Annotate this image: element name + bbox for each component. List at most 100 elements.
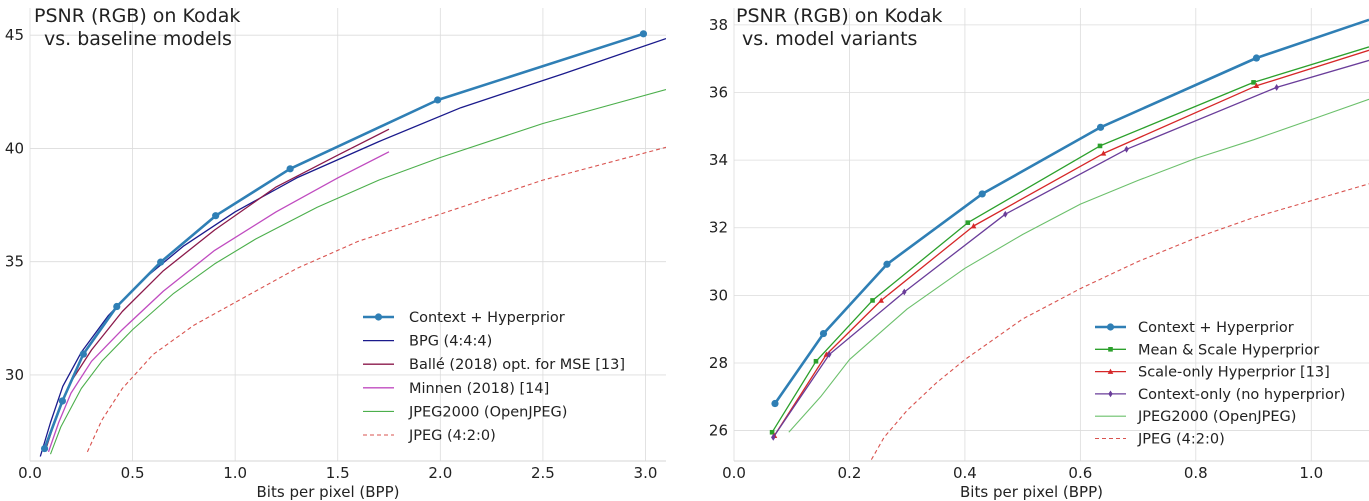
x-tick-label: 1.0 xyxy=(1299,464,1323,482)
legend-item-jpeg-4-2-0: JPEG (4:2:0) xyxy=(363,428,496,444)
series-bpg-4-4-4 xyxy=(39,37,666,457)
data-point xyxy=(1124,145,1129,153)
series-jpeg2000-openjpeg xyxy=(49,88,666,455)
data-point xyxy=(1251,80,1256,85)
series-context-only-no-hyperprior xyxy=(771,59,1369,441)
plot-area xyxy=(39,30,666,457)
legend-label: Context + Hyperprior xyxy=(409,310,565,326)
chart-title: PSNR (RGB) on Kodak xyxy=(34,5,240,27)
data-point xyxy=(1252,54,1261,62)
legend-label: JPEG2000 (OpenJPEG) xyxy=(408,404,567,420)
legend-marker xyxy=(1107,368,1114,374)
data-point xyxy=(113,302,121,311)
data-point xyxy=(79,350,87,358)
data-point xyxy=(978,190,986,198)
legend-item-bpg-4-4-4: BPG (4:4:4) xyxy=(363,334,492,350)
data-point xyxy=(1100,150,1107,156)
x-tick-label: 0.6 xyxy=(1068,464,1092,482)
data-point xyxy=(1096,123,1105,131)
legend-label: Context + Hyperprior xyxy=(1138,320,1294,336)
legend-item-scale-only-hyperprior-13: Scale-only Hyperprior [13] xyxy=(1095,365,1330,381)
series-line xyxy=(869,183,1369,461)
y-tick-label: 35 xyxy=(5,253,24,271)
gridlines xyxy=(29,8,666,461)
legend-item-minnen-2018-14: Minnen (2018) [14] xyxy=(363,381,549,397)
y-tick-label: 30 xyxy=(709,286,728,304)
data-point xyxy=(878,297,885,303)
data-point xyxy=(434,96,442,104)
data-point xyxy=(639,30,648,38)
data-point xyxy=(1003,210,1008,218)
x-axis-label: Bits per pixel (BPP) xyxy=(257,483,400,501)
y-tick-label: 45 xyxy=(5,26,24,44)
legend-marker xyxy=(1108,347,1113,352)
legend-label: JPEG (4:2:0) xyxy=(1137,432,1225,448)
data-point xyxy=(819,329,828,338)
y-tick-label: 34 xyxy=(709,151,728,169)
series-line xyxy=(47,151,390,453)
legend-label: JPEG2000 (OpenJPEG) xyxy=(1137,409,1296,425)
legend-item-jpeg2000-openjpeg: JPEG2000 (OpenJPEG) xyxy=(363,404,567,420)
series-jpeg-4-2-0 xyxy=(86,146,666,453)
data-point xyxy=(870,298,875,303)
legend: Context + Hyperprior BPG (4:4:4) Ballé (20… xyxy=(363,310,625,444)
data-point xyxy=(771,399,779,408)
series-context-hyperprior xyxy=(771,18,1369,408)
legend-item-jpeg-4-2-0: JPEG (4:2:0) xyxy=(1095,432,1225,448)
x-tick-label: 0.0 xyxy=(18,464,42,482)
series-minnen-2018-14 xyxy=(47,151,390,453)
gridlines xyxy=(733,8,1369,461)
data-point xyxy=(827,351,832,358)
x-tick-label: 2.5 xyxy=(531,464,555,482)
y-tick-label: 36 xyxy=(709,84,728,102)
data-point xyxy=(1253,82,1260,89)
x-tick-label: 0.2 xyxy=(838,464,862,482)
series-context-hyperprior xyxy=(40,30,648,453)
data-point xyxy=(58,397,67,405)
data-point xyxy=(769,429,775,435)
legend-label: Minnen (2018) [14] xyxy=(409,381,549,397)
legend-marker xyxy=(374,313,383,321)
legend-item-jpeg2000-openjpeg: JPEG2000 (OpenJPEG) xyxy=(1095,409,1296,425)
series-line xyxy=(772,59,1369,438)
legend-marker xyxy=(1106,323,1115,331)
x-tick-label: 1.5 xyxy=(326,464,350,482)
legend-label: Mean & Scale Hyperprior xyxy=(1138,342,1319,358)
chart-subtitle: vs. baseline models xyxy=(44,28,232,50)
x-tick-label: 0.8 xyxy=(1184,464,1208,482)
y-tick-label: 40 xyxy=(5,139,24,157)
x-tick-label: 3.0 xyxy=(634,464,658,482)
y-tick-label: 28 xyxy=(709,354,728,372)
y-tick-label: 26 xyxy=(709,422,728,440)
series-line xyxy=(788,98,1369,433)
data-point xyxy=(1097,143,1103,149)
series-line xyxy=(49,88,666,455)
data-point xyxy=(970,223,977,229)
legend-item-ball-2018-opt-for-mse-13: Ballé (2018) opt. for MSE [13] xyxy=(363,357,625,373)
series-jpeg2000-openjpeg xyxy=(788,98,1369,433)
plot-area xyxy=(769,18,1369,461)
x-axis-label: Bits per pixel (BPP) xyxy=(960,483,1103,501)
data-point xyxy=(212,212,220,220)
data-point xyxy=(40,444,49,453)
data-point xyxy=(883,260,891,268)
legend-marker xyxy=(1108,390,1113,398)
y-tick-label: 38 xyxy=(709,16,728,34)
series-jpeg-4-2-0 xyxy=(869,183,1369,461)
data-point xyxy=(157,258,165,266)
series-mean-scale-hyperprior xyxy=(769,46,1369,435)
chart-title: PSNR (RGB) on Kodak xyxy=(736,5,942,27)
x-tick-label: 1.0 xyxy=(223,464,247,482)
x-tick-label: 0.0 xyxy=(722,464,746,482)
y-tick-label: 32 xyxy=(709,219,728,237)
data-point xyxy=(902,288,907,296)
legend-item-context-only-no-hyperprior: Context-only (no hyperprior) xyxy=(1095,387,1345,403)
legend-label: BPG (4:4:4) xyxy=(409,334,492,350)
series-line xyxy=(86,146,666,453)
legend-label: Context-only (no hyperprior) xyxy=(1138,387,1345,403)
data-point xyxy=(813,358,819,364)
legend: Context + Hyperprior Mean & Scale Hyperpr… xyxy=(1095,320,1345,448)
chart-model-variants: 0.0 0.2 0.4 0.6 0.8 1.0 26 28 30 32 34 36 38 Bits per… xyxy=(709,5,1369,501)
legend-item-context-hyperprior: Context + Hyperprior xyxy=(1095,320,1294,336)
